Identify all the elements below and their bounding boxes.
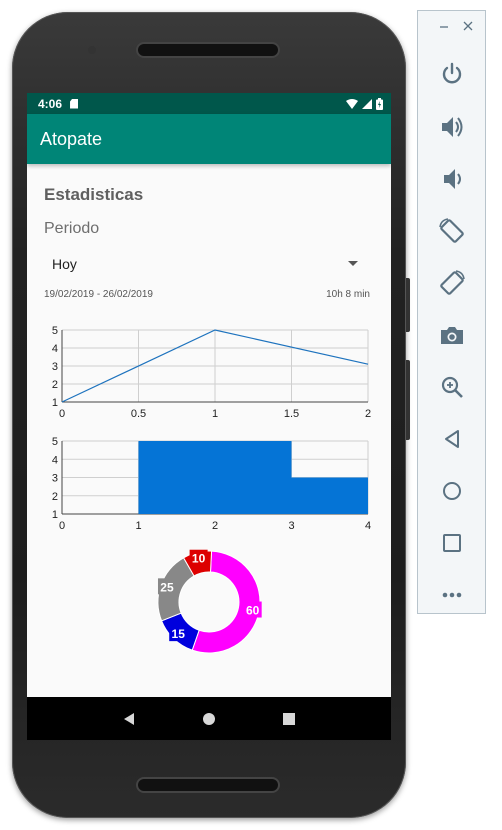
nav-overview-icon[interactable]	[282, 712, 296, 726]
battery-icon	[376, 97, 383, 110]
slice-label-bg	[243, 601, 262, 618]
power-side-button[interactable]	[406, 278, 410, 332]
total-time: 10h 8 min	[326, 289, 370, 300]
emulator-window-controls	[418, 11, 485, 41]
period-label: Periodo	[44, 220, 100, 237]
volume-down-button[interactable]	[418, 161, 485, 197]
volume-up-icon	[441, 117, 462, 137]
y-tick-label: 3	[52, 473, 58, 485]
y-tick-label: 5	[52, 436, 58, 448]
y-tick-label: 2	[52, 491, 58, 503]
y-tick-label: 3	[52, 361, 58, 373]
emulator-toolbar	[417, 10, 486, 614]
home-icon	[442, 482, 461, 500]
bar	[291, 477, 368, 514]
status-bar: 4:06	[27, 93, 391, 114]
more-button[interactable]	[418, 577, 485, 613]
device-screen: 4:06 Atopate Estadisticas Periodo Hoy 19…	[27, 93, 391, 740]
overview-button[interactable]	[418, 525, 485, 561]
x-tick-label: 0	[59, 408, 65, 420]
volume-up-button[interactable]	[418, 109, 485, 145]
app-title: Atopate	[40, 128, 103, 149]
rotate-right-icon	[439, 270, 465, 295]
minimize-icon[interactable]	[439, 21, 449, 31]
more-icon	[442, 592, 461, 598]
front-camera	[88, 46, 96, 54]
line-chart: 1 2 3 4 5 0 0.5 1 1.5 2	[52, 325, 371, 420]
nav-home-icon[interactable]	[202, 712, 216, 726]
bar	[138, 441, 292, 514]
x-tick-label: 1	[212, 408, 218, 420]
slice-label: 15	[172, 627, 186, 641]
navigation-bar	[27, 697, 391, 740]
x-tick-label: 3	[288, 520, 294, 532]
status-time: 4:06	[38, 96, 63, 111]
volume-down-icon	[443, 169, 461, 189]
x-tick-label: 1	[135, 520, 141, 532]
home-button[interactable]	[418, 473, 485, 509]
period-selected-value: Hoy	[52, 256, 77, 272]
rotate-left-icon	[438, 218, 464, 243]
y-tick-label: 1	[52, 509, 58, 521]
wifi-icon	[346, 98, 358, 109]
page-title: Estadisticas	[44, 185, 144, 204]
y-tick-label: 1	[52, 397, 58, 409]
x-tick-label: 1.5	[284, 408, 299, 420]
y-tick-label: 5	[52, 325, 58, 337]
back-icon	[444, 430, 459, 448]
x-tick-label: 0.5	[131, 408, 146, 420]
camera-icon	[440, 327, 463, 344]
rotate-left-button[interactable]	[418, 213, 485, 249]
slice-label-bg	[157, 578, 176, 595]
zoom-button[interactable]	[418, 369, 485, 405]
donut-chart: 60 15 25 10	[157, 549, 262, 654]
slice-label: 25	[160, 580, 174, 594]
y-tick-label: 4	[52, 343, 58, 355]
slice-label-bg	[189, 549, 208, 566]
stats-content: Estadisticas Periodo Hoy 19/02/2019 - 26…	[27, 164, 391, 696]
app-bar: Atopate	[27, 114, 391, 164]
donut-slice	[191, 550, 261, 654]
zoom-icon	[441, 376, 463, 398]
screenshot-button[interactable]	[418, 317, 485, 353]
x-tick-label: 4	[365, 520, 371, 532]
earpiece-speaker	[138, 44, 278, 56]
rotate-right-button[interactable]	[418, 265, 485, 301]
line-series	[61, 329, 369, 403]
nav-back-icon[interactable]	[122, 712, 136, 726]
close-icon[interactable]	[463, 21, 473, 31]
power-button[interactable]	[418, 56, 485, 92]
slice-label: 10	[192, 552, 206, 566]
volume-side-button[interactable]	[406, 360, 410, 440]
slice-label-bg	[169, 625, 188, 642]
bottom-speaker	[138, 779, 278, 791]
x-tick-label: 2	[365, 408, 371, 420]
x-tick-label: 2	[212, 520, 218, 532]
dropdown-arrow-icon	[348, 261, 358, 266]
date-range: 19/02/2019 - 26/02/2019	[44, 289, 153, 300]
overview-icon	[442, 534, 461, 552]
x-tick-label: 0	[59, 520, 65, 532]
sd-card-icon	[70, 98, 79, 109]
period-spinner[interactable]: Hoy	[44, 250, 362, 278]
back-button[interactable]	[418, 421, 485, 457]
signal-icon	[362, 98, 372, 109]
y-tick-label: 2	[52, 379, 58, 391]
y-tick-label: 4	[52, 454, 58, 466]
slice-label: 60	[246, 604, 260, 618]
power-icon	[442, 62, 461, 84]
